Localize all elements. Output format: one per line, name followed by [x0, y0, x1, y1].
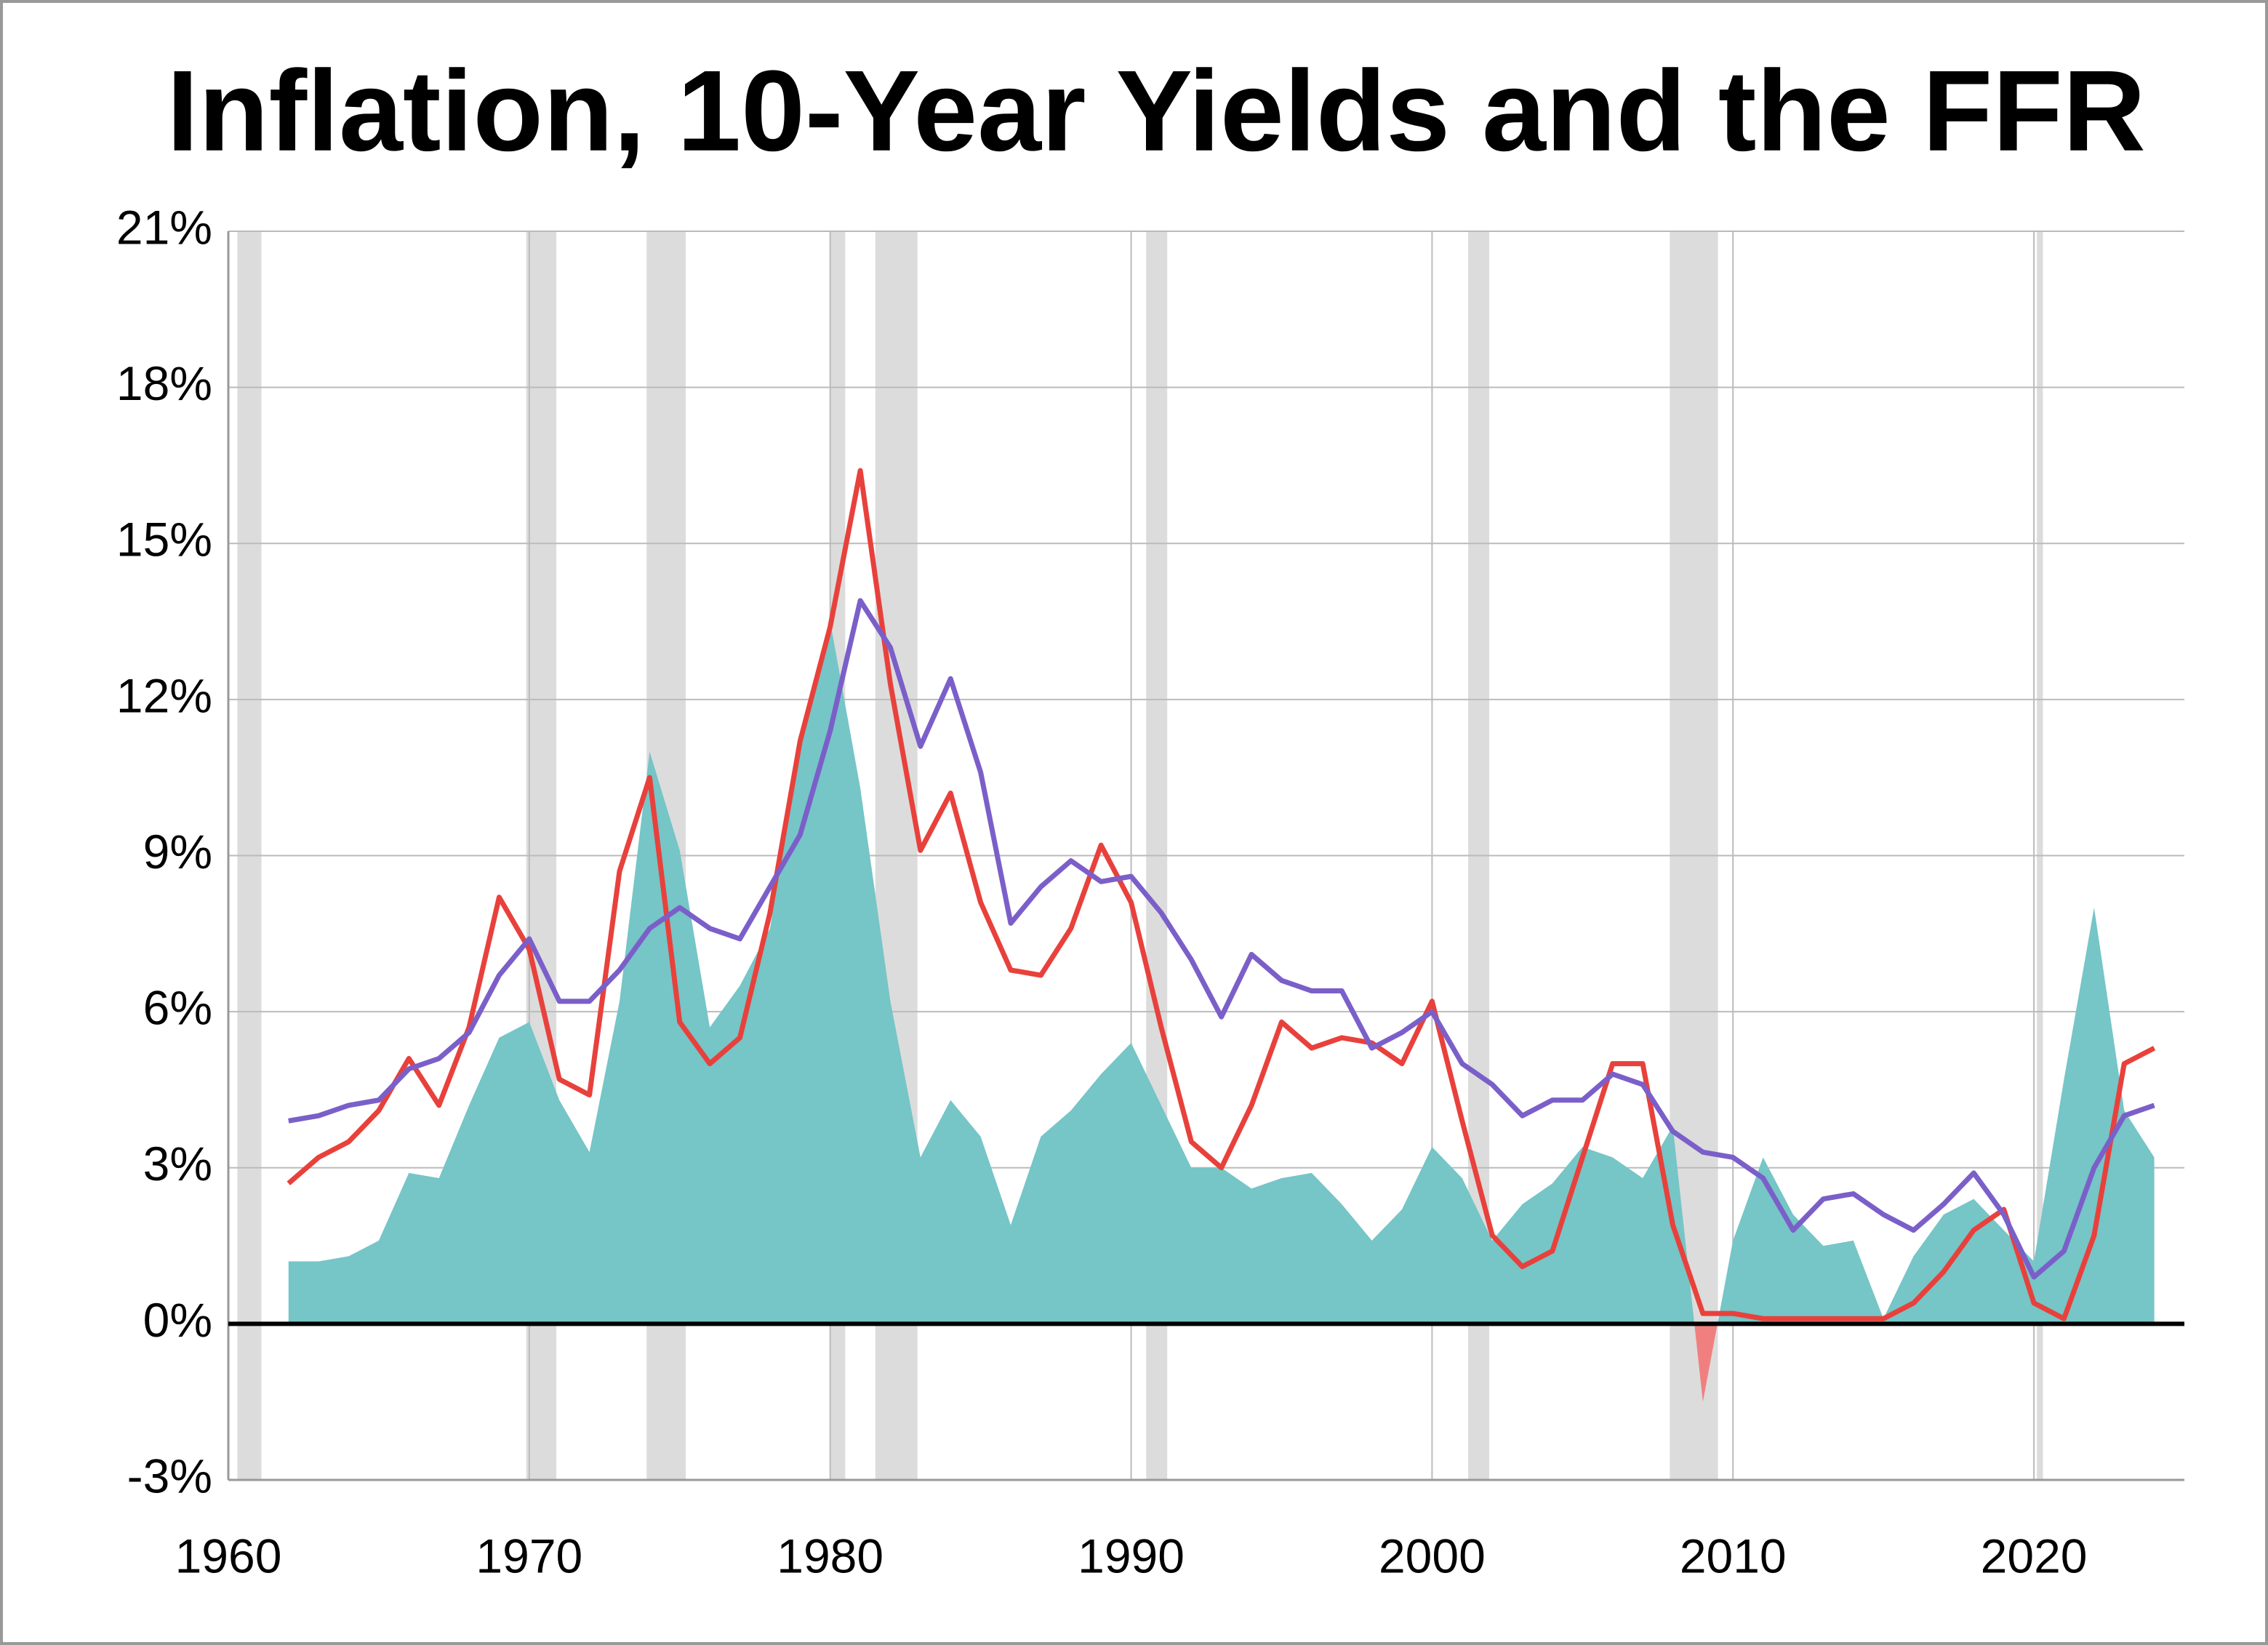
x-tick-label: 1970 [476, 1529, 582, 1582]
y-tick-label: 15% [116, 513, 212, 567]
y-tick-label: 12% [116, 668, 212, 722]
y-tick-label: 6% [143, 981, 212, 1035]
y-tick-label: 3% [143, 1137, 212, 1190]
y-tick-label: 9% [143, 825, 212, 878]
x-tick-label: 1990 [1078, 1529, 1185, 1582]
series-line [286, 468, 2156, 1321]
y-tick-label: -3% [127, 1449, 212, 1502]
series-line [288, 598, 2155, 1280]
y-tick-label: 21% [116, 200, 212, 254]
x-tick-label: 2010 [1680, 1529, 1787, 1582]
chart-title: Inflation, 10-Year Yields and the FFR [167, 47, 2146, 175]
y-tick-label: 0% [143, 1293, 212, 1347]
x-tick-label: 2020 [1981, 1529, 2088, 1582]
inflation-area [288, 621, 2155, 1402]
x-tick-label: 1960 [175, 1529, 282, 1582]
x-tick-label: 1980 [777, 1529, 883, 1582]
y-tick-label: 18% [116, 356, 212, 410]
x-tick-label: 2000 [1379, 1529, 1486, 1582]
